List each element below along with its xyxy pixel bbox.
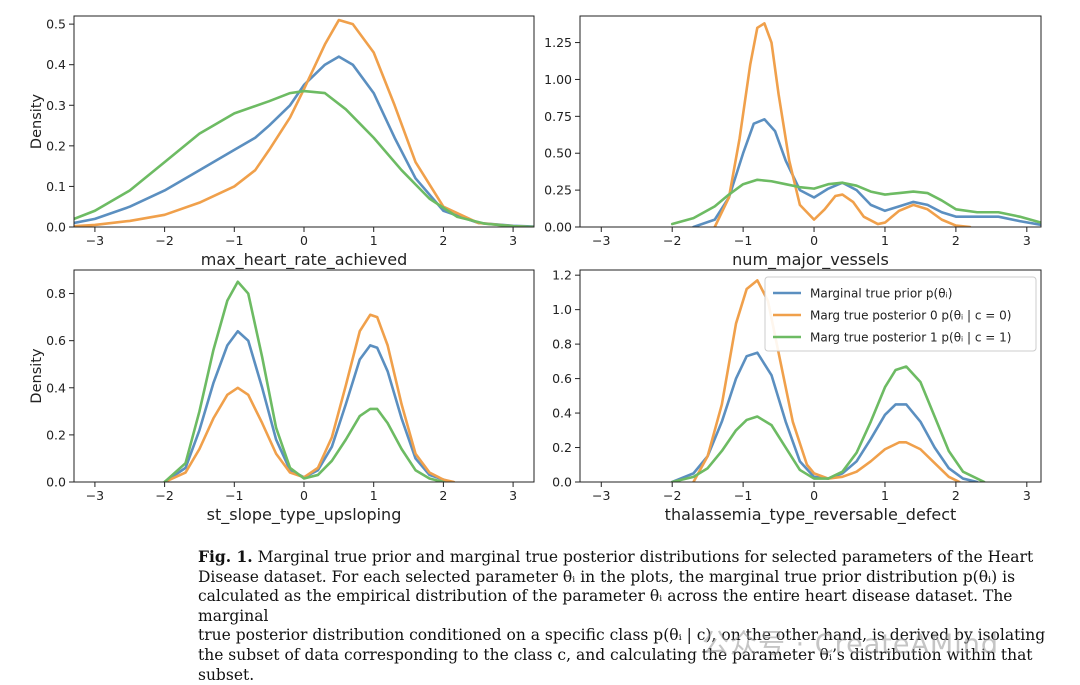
caption-line-2: Disease dataset. For each selected param… bbox=[198, 567, 1016, 586]
y-tick-label: 0.4 bbox=[46, 57, 66, 72]
series-line-3 bbox=[670, 365, 986, 482]
x-tick-label: 3 bbox=[1023, 488, 1031, 503]
x-tick-label: −1 bbox=[734, 488, 752, 503]
x-tick-label: 1 bbox=[370, 233, 378, 248]
caption-line-3: calculated as the empirical distribution… bbox=[198, 587, 1013, 625]
series-line-1 bbox=[163, 329, 452, 482]
series-line-3 bbox=[670, 178, 1041, 226]
plot-frame bbox=[73, 15, 535, 228]
plot-frame bbox=[579, 15, 1042, 228]
y-tick-label: 0.25 bbox=[544, 183, 572, 198]
y-tick-label: 0.6 bbox=[552, 371, 572, 386]
x-tick-label: 0 bbox=[810, 488, 818, 503]
x-tick-label: 2 bbox=[952, 233, 960, 248]
series-line-2 bbox=[163, 313, 456, 482]
plot-frame bbox=[579, 269, 1042, 483]
series-line-1 bbox=[74, 55, 534, 227]
watermark: 公众号 · CreateAMind bbox=[702, 629, 999, 660]
x-tick-label: −1 bbox=[225, 233, 243, 248]
y-tick-label: 1.2 bbox=[552, 268, 572, 283]
caption-line-5: the subset of data corresponding to the … bbox=[198, 645, 1033, 664]
y-tick-label: 0.2 bbox=[46, 427, 66, 442]
plot-frame bbox=[73, 269, 535, 483]
x-tick-label: 3 bbox=[1023, 233, 1031, 248]
figure-caption: Fig. 1. Marginal true prior and marginal… bbox=[198, 547, 1058, 685]
y-tick-label: 0.0 bbox=[552, 475, 572, 490]
x-tick-label: 1 bbox=[881, 233, 889, 248]
chart-panel-1: −3 −2 −1 0 1 2 3 0.0 0.1 0.2 0.3 0.4 0.5 max_heart_ra… bbox=[29, 15, 535, 270]
y-tick-label: 0.8 bbox=[46, 286, 66, 301]
y-axis-label: Density bbox=[29, 94, 45, 150]
y-tick-label: 0.1 bbox=[46, 179, 66, 194]
x-tick-label: −2 bbox=[663, 488, 681, 503]
x-tick-label: 2 bbox=[952, 488, 960, 503]
x-tick-label: −2 bbox=[663, 233, 681, 248]
x-tick-label: 0 bbox=[810, 233, 818, 248]
x-tick-label: −3 bbox=[86, 233, 104, 248]
figure-charts: −3 −2 −1 0 1 2 3 0.0 0.1 0.2 0.3 0.4 0.5 max_heart_ra… bbox=[29, 15, 1042, 525]
legend-box bbox=[764, 276, 1037, 352]
x-tick-label: 1 bbox=[881, 488, 889, 503]
y-tick-label: 0.00 bbox=[544, 220, 572, 235]
x-tick-label: −3 bbox=[592, 233, 610, 248]
x-tick-label: 0 bbox=[300, 233, 308, 248]
chart-panel-2: −3 −2 −1 0 1 2 3 0.00 0.25 0.50 0.75 1.00 1.25 num_ma… bbox=[544, 15, 1042, 270]
caption-line-6: subset. bbox=[198, 665, 255, 684]
chart-panel-3: −3 −2 −1 0 1 2 3 0.0 0.2 0.4 0.6 0.8 st_slope_type_u… bbox=[29, 269, 535, 525]
caption-line-1: Fig. 1. Marginal true prior and marginal… bbox=[198, 547, 1058, 568]
caption-text-1: Marginal true prior and marginal true po… bbox=[252, 548, 1034, 566]
y-tick-label: 1.00 bbox=[544, 72, 572, 87]
x-axis-label: thalassemia_type_reversable_defect bbox=[665, 505, 957, 525]
y-tick-label: 0.4 bbox=[552, 406, 572, 421]
y-tick-label: 0.50 bbox=[544, 146, 572, 161]
legend-label-2: Marg true posterior 0 p(θᵢ | c = 0) bbox=[810, 309, 1011, 323]
x-tick-label: 3 bbox=[509, 488, 517, 503]
y-tick-label: 0.5 bbox=[46, 17, 66, 32]
x-tick-label: 2 bbox=[439, 488, 447, 503]
x-tick-label: −3 bbox=[592, 488, 610, 503]
y-tick-label: 1.0 bbox=[552, 302, 572, 317]
series-line-3 bbox=[163, 280, 445, 482]
y-tick-label: 0.0 bbox=[46, 475, 66, 490]
x-axis-label: max_heart_rate_achieved bbox=[201, 250, 408, 270]
y-tick-label: 0.3 bbox=[46, 98, 66, 113]
legend-label-1: Marginal true prior p(θᵢ) bbox=[810, 287, 952, 301]
x-tick-label: −2 bbox=[155, 233, 173, 248]
x-tick-label: 0 bbox=[300, 488, 308, 503]
y-tick-label: 0.2 bbox=[552, 440, 572, 455]
x-tick-label: −1 bbox=[734, 233, 752, 248]
x-tick-label: 1 bbox=[370, 488, 378, 503]
x-tick-label: 3 bbox=[509, 233, 517, 248]
series-line-1 bbox=[692, 117, 1041, 227]
caption-fig-label: Fig. 1. bbox=[198, 547, 253, 566]
series-line-3 bbox=[74, 89, 534, 227]
y-tick-label: 0.75 bbox=[544, 109, 572, 124]
y-tick-label: 0.4 bbox=[46, 380, 66, 395]
y-tick-label: 0.2 bbox=[46, 138, 66, 153]
legend-label-3: Marg true posterior 1 p(θᵢ | c = 1) bbox=[810, 331, 1011, 345]
y-tick-label: 0.8 bbox=[552, 337, 572, 352]
y-tick-label: 1.25 bbox=[544, 35, 572, 50]
chart-panel-4: −3 −2 −1 0 1 2 3 0.0 0.2 0.4 0.6 0.8 1.0 1.2 thalassem… bbox=[552, 268, 1042, 525]
x-tick-label: −1 bbox=[225, 488, 243, 503]
x-axis-label: num_major_vessels bbox=[732, 250, 889, 270]
y-tick-label: 0.6 bbox=[46, 333, 66, 348]
y-axis-label: Density bbox=[29, 348, 45, 404]
x-tick-label: −3 bbox=[86, 488, 104, 503]
x-tick-label: −2 bbox=[155, 488, 173, 503]
caption-line-4: true posterior distribution conditioned … bbox=[198, 626, 1046, 645]
legend: Marginal true prior p(θᵢ) Marg true poste… bbox=[764, 276, 1037, 352]
x-tick-label: 2 bbox=[439, 233, 447, 248]
y-tick-label: 0.0 bbox=[46, 220, 66, 235]
series-line-2 bbox=[713, 22, 972, 227]
series-line-2 bbox=[74, 18, 534, 227]
x-axis-label: st_slope_type_upsloping bbox=[207, 505, 402, 525]
series-line-2 bbox=[692, 279, 961, 482]
